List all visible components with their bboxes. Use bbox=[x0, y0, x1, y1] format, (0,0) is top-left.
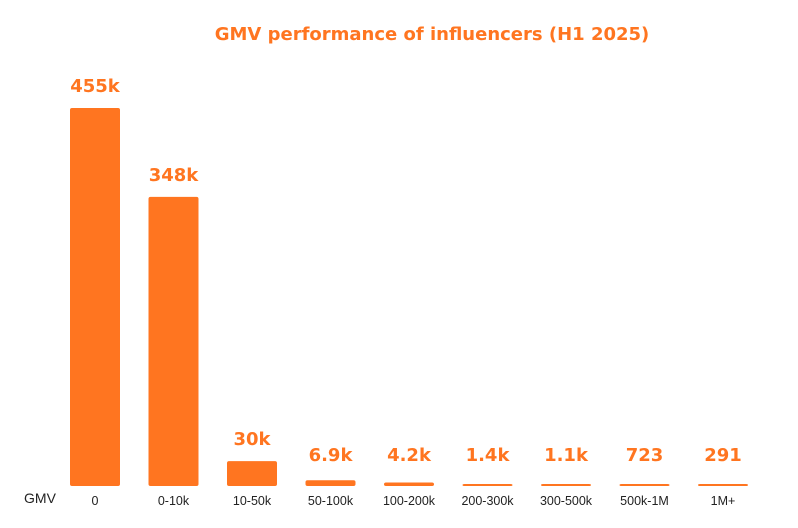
bar-1M+ bbox=[698, 484, 748, 486]
bar-0 bbox=[70, 108, 120, 486]
value-label-100-200k: 4.2k bbox=[387, 445, 432, 466]
chart-title: GMV performance of influencers (H1 2025) bbox=[215, 24, 650, 45]
bar-200-300k bbox=[462, 484, 513, 486]
bar-300-500k bbox=[541, 484, 591, 486]
tick-label-0-10k: 0-10k bbox=[158, 494, 190, 508]
tick-label-0: 0 bbox=[92, 494, 99, 508]
tick-label-300-500k: 300-500k bbox=[540, 494, 593, 508]
bar-100-200k bbox=[384, 482, 434, 486]
tick-label-500k-1M: 500k-1M bbox=[620, 494, 669, 508]
bar-50-100k bbox=[305, 480, 356, 486]
bar-500k-1M bbox=[619, 484, 670, 486]
value-label-300-500k: 1.1k bbox=[544, 445, 589, 466]
value-label-0: 455k bbox=[70, 76, 121, 97]
value-label-1M+: 291 bbox=[704, 445, 742, 466]
tick-label-10-50k: 10-50k bbox=[233, 494, 272, 508]
bar-0-10k bbox=[148, 196, 199, 486]
x-axis-label: GMV bbox=[24, 490, 57, 506]
value-label-500k-1M: 723 bbox=[626, 445, 664, 466]
value-label-0-10k: 348k bbox=[149, 165, 200, 186]
bar-10-50k bbox=[227, 461, 277, 486]
tick-labels-layer: 0 0-10k 10-50k 50-100k 100-200k 200-300k 300-5… bbox=[92, 494, 736, 508]
tick-label-200-300k: 200-300k bbox=[461, 494, 514, 508]
bars-layer bbox=[70, 108, 748, 486]
tick-label-100-200k: 100-200k bbox=[383, 494, 436, 508]
tick-label-50-100k: 50-100k bbox=[308, 494, 354, 508]
value-label-10-50k: 30k bbox=[233, 429, 271, 450]
value-label-200-300k: 1.4k bbox=[466, 445, 511, 466]
value-labels-layer: 455k 348k 30k 6.9k 4.2k 1.4k 1.1k 723 291 bbox=[70, 76, 742, 466]
tick-label-1M+: 1M+ bbox=[711, 494, 736, 508]
value-label-50-100k: 6.9k bbox=[309, 445, 354, 466]
